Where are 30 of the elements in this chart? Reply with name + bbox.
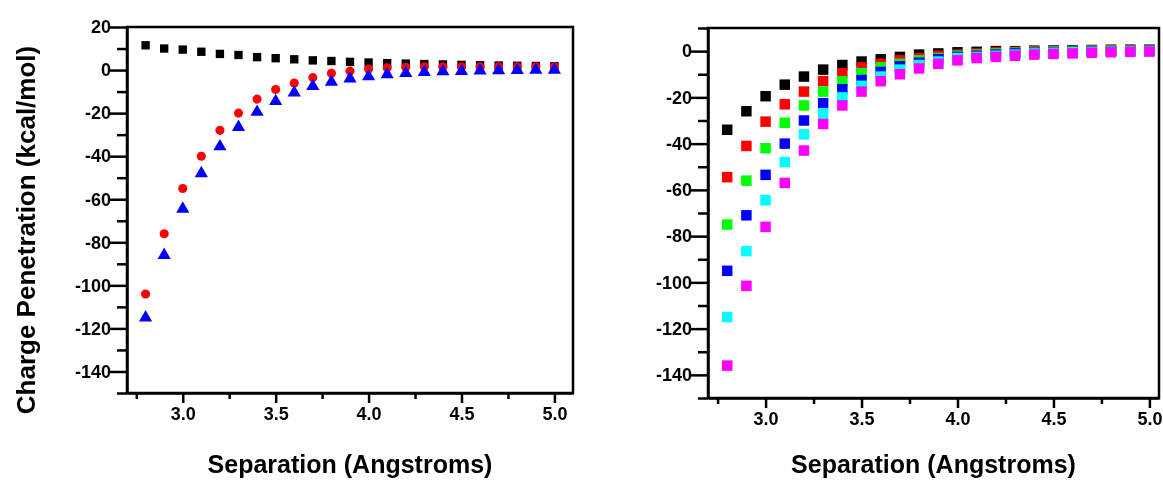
y-tick-label: -140 (74, 361, 111, 382)
x-tick-label: 3.5 (849, 408, 875, 429)
x-axis-title: Separation (Angstroms) (207, 450, 493, 478)
y-tick-label: -100 (74, 275, 111, 296)
y-tick-label: 0 (100, 60, 111, 81)
y-tick-label: -60 (84, 189, 111, 210)
x-tick-label: 4.5 (449, 403, 475, 424)
y-axis-title: Charge Penetration (kcal/mol) (11, 45, 41, 415)
y-tick-label: -20 (84, 103, 111, 124)
y-tick-label: -80 (665, 226, 692, 247)
y-tick-label: -40 (665, 133, 692, 154)
y-tick-label: -20 (665, 87, 692, 108)
y-tick-label: 0 (681, 41, 692, 62)
y-tick-label: -140 (655, 365, 692, 386)
x-tick-label: 5.0 (542, 403, 568, 424)
x-tick-label: 3.0 (753, 408, 779, 429)
y-tick-label: -120 (655, 318, 692, 339)
x-tick-label: 4.0 (356, 403, 382, 424)
y-tick-label: 20 (90, 17, 111, 38)
x-tick-label: 3.0 (170, 403, 196, 424)
y-tick-label: -40 (84, 146, 111, 167)
x-tick-label: 4.0 (945, 408, 971, 429)
y-tick-label: -100 (655, 272, 692, 293)
x-axis-title: Separation (Angstroms) (791, 450, 1076, 478)
y-tick-label: -80 (84, 232, 111, 253)
y-tick-label: -60 (665, 180, 692, 201)
x-tick-label: 4.5 (1041, 408, 1067, 429)
x-tick-label: 5.0 (1137, 408, 1163, 429)
x-tick-label: 3.5 (263, 403, 289, 424)
y-tick-label: -120 (74, 318, 111, 339)
